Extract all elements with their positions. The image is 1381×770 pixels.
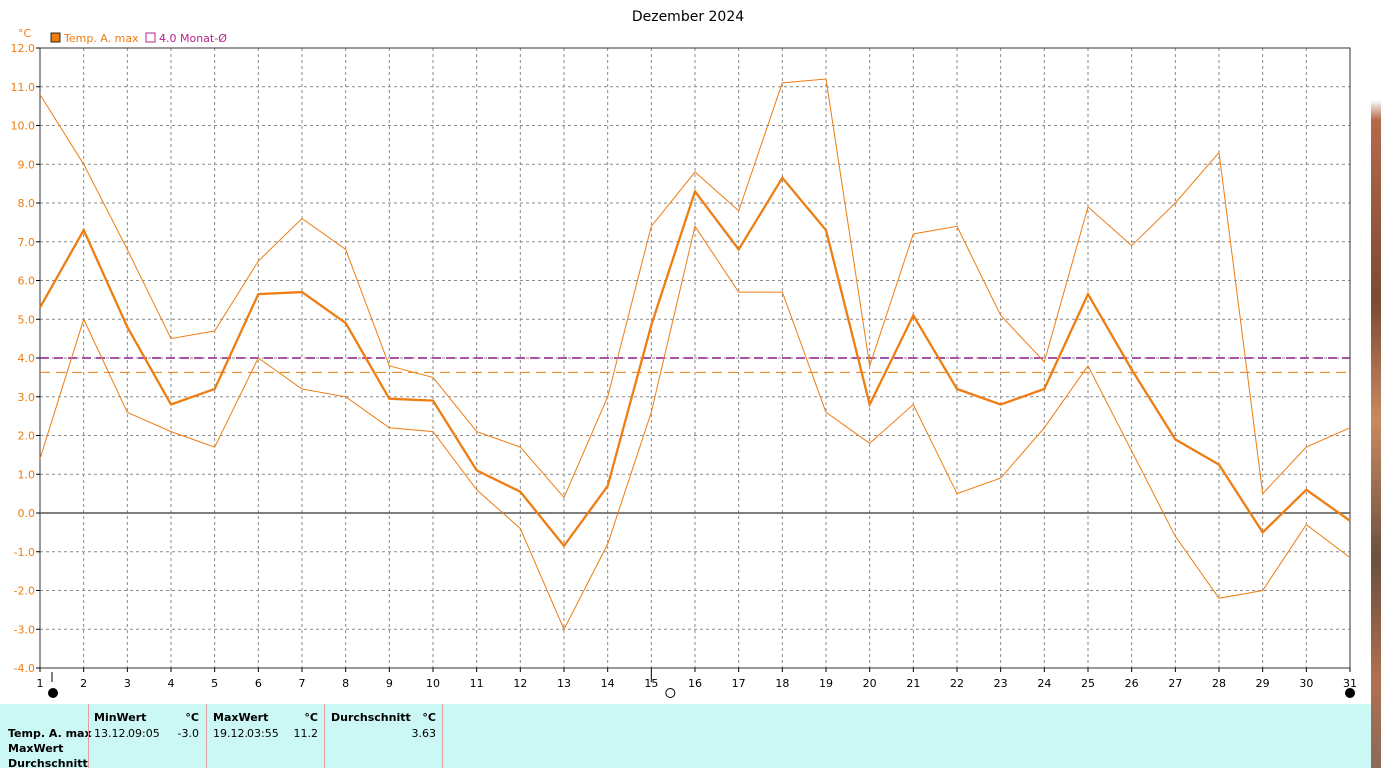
x-tick-label: 14	[601, 677, 615, 690]
x-tick-label: 31	[1343, 677, 1357, 690]
x-tick-label: 24	[1037, 677, 1051, 690]
x-tick-label: 22	[950, 677, 964, 690]
new-moon-icon	[1345, 688, 1355, 698]
row-label-temp: Temp. A. max	[8, 727, 92, 740]
x-tick-label: 8	[342, 677, 349, 690]
x-tick-label: 26	[1125, 677, 1139, 690]
stats-table: Temp. A. max MaxWert Durchschnitt MinWer…	[0, 704, 1371, 770]
series-line-lower	[39, 225, 1351, 631]
x-tick-label: 2	[80, 677, 87, 690]
x-tick-label: 18	[775, 677, 789, 690]
row-label-column: Temp. A. max MaxWert Durchschnitt	[0, 704, 92, 770]
y-tick-label: 1.0	[18, 468, 36, 481]
legend-label-temp: Temp. A. max	[63, 32, 139, 45]
y-tick-label: 4.0	[18, 352, 36, 365]
x-tick-label: 16	[688, 677, 702, 690]
row-label-durchschnitt: Durchschnitt	[8, 757, 88, 770]
x-tick-label: 17	[732, 677, 746, 690]
y-tick-label: 11.0	[11, 81, 36, 94]
maxwert-value: 11.2	[293, 727, 319, 740]
y-tick-label: 8.0	[18, 197, 36, 210]
y-tick-label: 3.0	[18, 391, 36, 404]
x-tick-label: 23	[994, 677, 1008, 690]
maxwert-unit: °C	[304, 711, 318, 724]
minwert-time: 09:05	[128, 727, 160, 740]
x-tick-label: 28	[1212, 677, 1226, 690]
durchschnitt-value: 3.63	[411, 727, 437, 740]
new-moon-icon	[48, 688, 58, 698]
y-tick-label: -3.0	[14, 623, 35, 636]
x-axis: 1 2 3 4 5 6 7 8 9 10 11 12 13 14 15 16 17 18 19 20 21 22 23 24 2…	[37, 668, 1357, 690]
series-line-temp-max	[38, 175, 1351, 548]
minwert-value: -3.0	[177, 727, 199, 740]
series-line-upper	[39, 78, 1351, 499]
legend-swatch-avg	[145, 32, 156, 43]
moon-phase-markers	[48, 688, 1355, 698]
x-tick-label: 20	[863, 677, 877, 690]
y-tick-label: 9.0	[18, 158, 36, 171]
series-lines	[38, 78, 1351, 631]
minwert-header: MinWert	[94, 711, 147, 724]
maxwert-date: 19.12.	[213, 727, 248, 740]
x-tick-label: 12	[513, 677, 527, 690]
x-tick-label: 19	[819, 677, 833, 690]
y-tick-label: -4.0	[14, 662, 35, 675]
maxwert-column: MaxWert °C 19.12. 03:55 11.2	[206, 704, 325, 768]
chart-title: Dezember 2024	[632, 9, 744, 25]
x-tick-label: 4	[168, 677, 175, 690]
x-tick-label: 3	[124, 677, 131, 690]
legend: Temp. A. max 4.0 Monat-Ø	[50, 32, 227, 45]
y-tick-label: 5.0	[18, 313, 36, 326]
x-tick-label: 27	[1168, 677, 1182, 690]
y-tick-label: 10.0	[11, 120, 36, 133]
y-tick-label: 7.0	[18, 236, 36, 249]
x-tick-label: 11	[470, 677, 484, 690]
durchschnitt-column: Durchschnitt °C 3.63	[324, 704, 443, 768]
x-tick-label: 1	[37, 677, 44, 690]
maxwert-header: MaxWert	[213, 711, 269, 724]
y-tick-label: 6.0	[18, 275, 36, 288]
y-tick-label: -2.0	[14, 585, 35, 598]
x-tick-label: 13	[557, 677, 571, 690]
durchschnitt-unit: °C	[422, 711, 436, 724]
minwert-unit: °C	[185, 711, 199, 724]
legend-swatch-temp	[50, 32, 61, 43]
x-tick-label: 15	[644, 677, 658, 690]
x-tick-label: 10	[426, 677, 440, 690]
temperature-chart: Dezember 2024 °C Temp. A. max 4.0 Monat-…	[11, 9, 1357, 698]
y-tick-label: -1.0	[14, 546, 35, 559]
x-tick-label: 30	[1299, 677, 1313, 690]
x-tick-label: 9	[386, 677, 393, 690]
y-axis: 12.0 11.0 10.0 9.0 8.0 7.0 6.0 5.0 4.0 3.0 2.0 1.0 0…	[11, 42, 40, 675]
row-label-maxwert: MaxWert	[8, 742, 64, 755]
minwert-date: 13.12.	[94, 727, 129, 740]
y-tick-label: 0.0	[18, 507, 36, 520]
y-tick-label: 2.0	[18, 430, 36, 443]
y-tick-label: 12.0	[11, 42, 36, 55]
full-moon-icon	[665, 688, 676, 698]
maxwert-time: 03:55	[247, 727, 279, 740]
side-image-strip	[1371, 0, 1381, 768]
minwert-column: MinWert °C 13.12. 09:05 -3.0	[88, 704, 207, 768]
x-tick-label: 7	[299, 677, 306, 690]
x-tick-label: 29	[1256, 677, 1270, 690]
x-tick-label: 5	[211, 677, 218, 690]
legend-label-avg: 4.0 Monat-Ø	[159, 32, 227, 45]
x-tick-label: 21	[906, 677, 920, 690]
durchschnitt-header: Durchschnitt	[331, 711, 411, 724]
y-unit-label: °C	[18, 27, 32, 40]
x-tick-label: 6	[255, 677, 262, 690]
x-tick-label: 25	[1081, 677, 1095, 690]
